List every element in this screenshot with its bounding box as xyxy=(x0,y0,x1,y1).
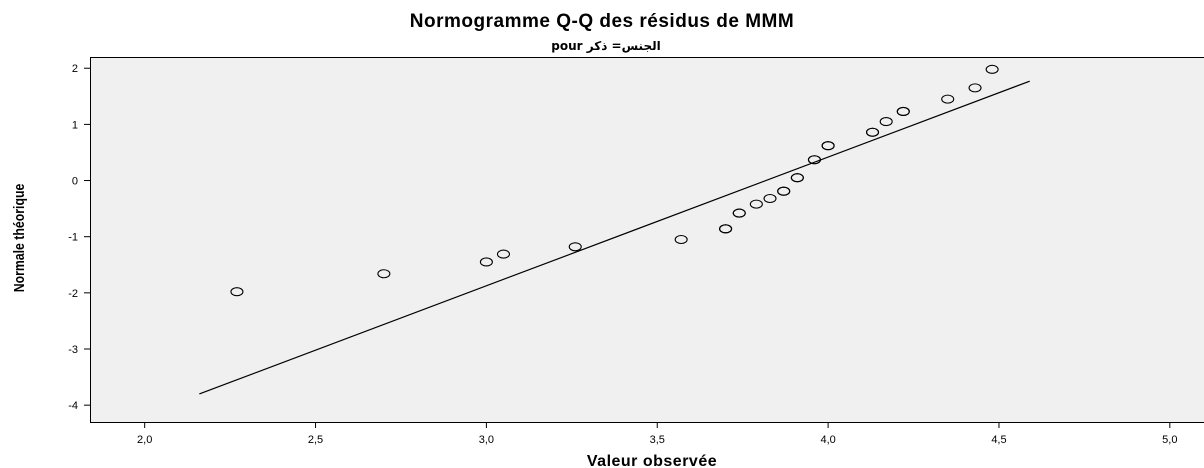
y-axis-title: Normale théorique xyxy=(11,183,27,292)
x-tick-label: 4,5 xyxy=(991,434,1006,446)
plot-area xyxy=(90,57,1204,423)
x-axis-title: Valeur observée xyxy=(587,453,717,468)
y-tick-label: -3 xyxy=(68,344,78,356)
data-point xyxy=(496,249,511,259)
data-point xyxy=(377,269,391,279)
y-axis: 2 1 0 -1 -2 -3 -4 xyxy=(68,63,91,412)
chart-title: Normogramme Q-Q des résidus de MMM xyxy=(410,11,794,32)
y-tick-label: -4 xyxy=(68,400,78,412)
data-point xyxy=(719,224,733,234)
data-point xyxy=(879,117,893,127)
x-tick-label: 4,0 xyxy=(820,434,835,446)
x-tick-label: 3,0 xyxy=(479,434,494,446)
data-point xyxy=(777,186,791,196)
data-point xyxy=(985,64,999,74)
data-point xyxy=(674,234,688,245)
data-point xyxy=(479,257,493,267)
x-tick-label: 5,0 xyxy=(1162,434,1177,446)
x-tick-label: 2,5 xyxy=(308,434,323,446)
data-point xyxy=(865,127,880,137)
data-points xyxy=(230,64,999,297)
y-tick-label: -1 xyxy=(68,232,78,244)
data-point xyxy=(749,199,763,209)
data-point xyxy=(896,106,910,117)
data-point xyxy=(790,173,804,183)
chart-subtitle: pour الجنس= ذكر xyxy=(551,39,660,53)
y-tick-label: -2 xyxy=(68,288,78,300)
data-point xyxy=(941,94,955,104)
y-tick-label: 0 xyxy=(72,176,78,188)
data-point xyxy=(821,141,835,151)
y-tick-label: 1 xyxy=(72,119,78,131)
data-point xyxy=(968,83,982,93)
data-point xyxy=(807,155,821,165)
x-tick-label: 3,5 xyxy=(650,434,665,446)
y-tick-label: 2 xyxy=(72,63,78,75)
data-point xyxy=(732,208,746,218)
reference-line xyxy=(199,80,1030,395)
data-point xyxy=(568,242,582,252)
x-tick-label: 2,0 xyxy=(137,434,152,446)
data-point xyxy=(763,193,777,204)
data-point xyxy=(230,287,244,297)
x-axis: 2,0 2,5 3,0 3,5 4,0 4,5 5,0 xyxy=(137,422,1177,446)
